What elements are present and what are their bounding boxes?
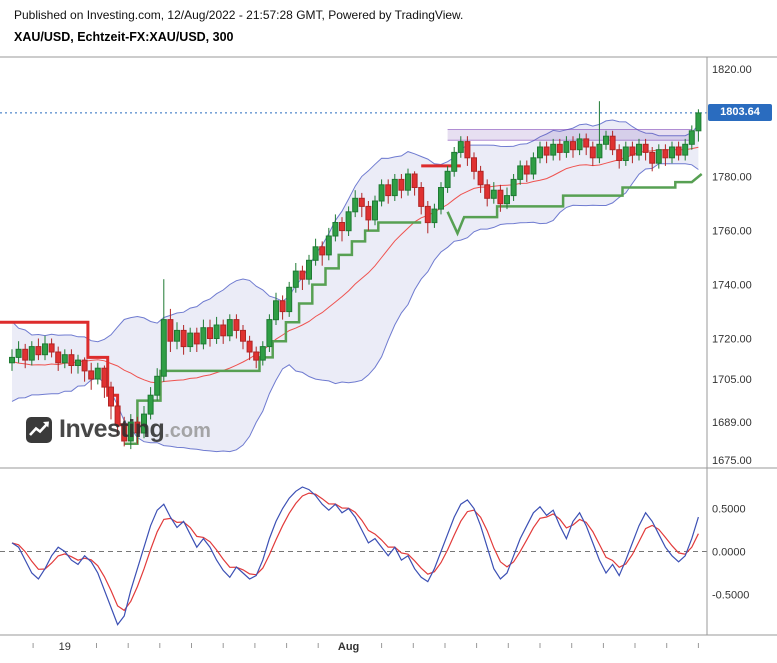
investing-logo-icon	[26, 416, 52, 443]
price-tick-label: 1675.00	[712, 455, 752, 467]
chart-area[interactable]: 1820.00 1780.00 1760.00 1740.00 1720.00 1705.…	[0, 55, 777, 663]
price-tick-label: 1740.00	[712, 280, 752, 292]
price-tick-label: 1720.00	[712, 334, 752, 346]
supertrend-green-segment	[446, 173, 703, 237]
watermark-text: Investing .com	[59, 415, 211, 444]
price-chart-svg[interactable]: 1820.00 1780.00 1760.00 1740.00 1720.00 1705.…	[0, 55, 777, 663]
osc-tick-label: 0.5000	[712, 504, 746, 516]
osc-tick-label: -0.5000	[712, 590, 749, 602]
investing-watermark: Investing .com	[26, 415, 211, 444]
supertrend-green-segment	[124, 221, 422, 445]
bollinger-upper-line	[11, 119, 699, 343]
published-line: Published on Investing.com, 12/Aug/2022 …	[14, 8, 464, 22]
price-tick-label: 1820.00	[712, 64, 752, 76]
bollinger-basis-line	[11, 146, 699, 384]
bollinger-band	[11, 119, 699, 453]
osc-tick-label: 0.0000	[712, 547, 746, 559]
time-axis-label: 19	[59, 641, 71, 653]
watermark-brand: Investing	[59, 415, 165, 443]
resistance-zone	[447, 128, 692, 141]
axes: 1820.00 1780.00 1760.00 1740.00 1720.00 1705.…	[0, 56, 777, 653]
price-tick-label: 1760.00	[712, 226, 752, 238]
symbol-title: XAU/USD, Echtzeit-FX:XAU/USD, 300	[14, 30, 234, 44]
price-tick-label: 1705.00	[712, 374, 752, 386]
candlestick-series	[9, 101, 702, 450]
oscillator-pane	[0, 486, 707, 626]
price-tick-label: 1780.00	[712, 172, 752, 184]
last-price-badge: 1803.64	[708, 104, 772, 121]
price-tick-label: 1689.00	[712, 417, 752, 429]
oscillator-line	[11, 486, 699, 626]
watermark-suffix: .com	[164, 420, 211, 442]
time-axis-label: Aug	[338, 641, 359, 653]
